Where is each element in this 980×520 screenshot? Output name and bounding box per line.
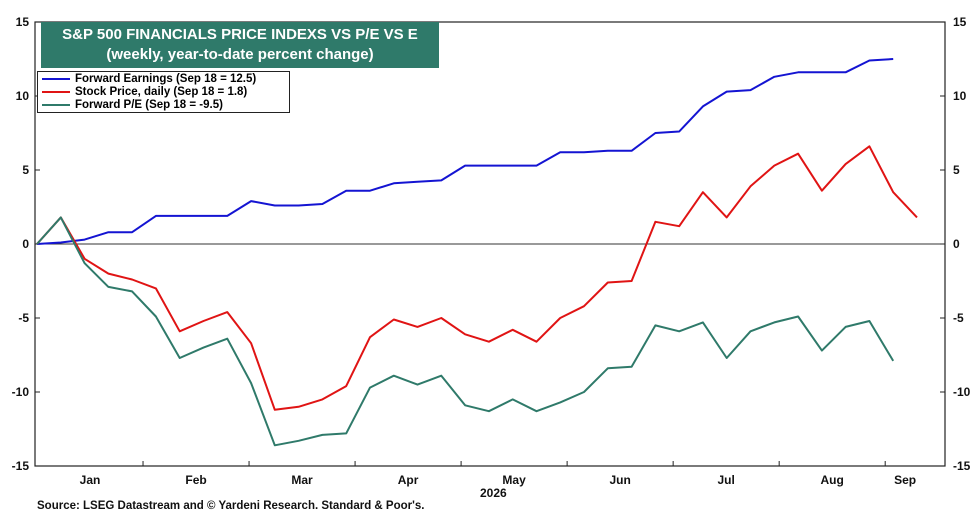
legend: Forward Earnings (Sep 18 = 12.5) Stock P…	[37, 71, 290, 113]
line-forward-earnings	[36, 58, 894, 245]
y-tick-label-right: 0	[953, 237, 960, 251]
legend-swatch-forward-pe	[42, 103, 70, 106]
y-tick-label-right: 15	[953, 15, 967, 29]
x-tick-label-jan: Jan	[80, 473, 101, 487]
x-tick-label-feb: Feb	[185, 473, 206, 487]
legend-label-forward-pe: Forward P/E (Sep 18 = -9.5)	[75, 98, 223, 111]
y-tick-label-right: -5	[953, 311, 964, 325]
y-tick-label-right: 5	[953, 163, 960, 177]
legend-item-forward-earnings: Forward Earnings (Sep 18 = 12.5)	[38, 72, 289, 85]
x-tick-label-apr: Apr	[398, 473, 419, 487]
line-stock-price	[36, 145, 918, 411]
y-tick-label-right: -15	[953, 459, 971, 473]
y-tick-label-left: 0	[22, 237, 29, 251]
x-tick-label-mar: Mar	[291, 473, 313, 487]
x-tick-label-jul: Jul	[717, 473, 734, 487]
y-tick-label-left: -15	[12, 459, 30, 473]
x-axis: Jan Feb Mar Apr May Jun Jul Aug Sep	[80, 461, 916, 487]
chart-title: S&P 500 FINANCIALS PRICE INDEXS VS P/E V…	[62, 26, 418, 43]
chart-subtitle: (weekly, year-to-date percent change)	[106, 46, 374, 63]
y-tick-label-left: -10	[12, 385, 30, 399]
legend-swatch-forward-earnings	[42, 77, 70, 80]
legend-item-stock-price: Stock Price, daily (Sep 18 = 1.8)	[38, 85, 289, 98]
y-tick-label-left: 10	[16, 89, 30, 103]
x-tick-label-may: May	[502, 473, 526, 487]
y-tick-label-left: 15	[16, 15, 30, 29]
y-tick-label-right: -10	[953, 385, 971, 399]
series-lines	[36, 58, 918, 447]
legend-item-forward-pe: Forward P/E (Sep 18 = -9.5)	[38, 98, 289, 111]
x-tick-label-sep: Sep	[894, 473, 916, 487]
x-axis-year-label: 2026	[480, 486, 507, 500]
y-tick-label-left: 5	[22, 163, 29, 177]
legend-label-forward-earnings: Forward Earnings (Sep 18 = 12.5)	[75, 72, 257, 85]
y-axis-right: 15 10 5 0 -5 -10 -15	[953, 15, 971, 473]
y-tick-label-left: -5	[18, 311, 29, 325]
x-tick-label-jun: Jun	[609, 473, 630, 487]
y-tick-label-right: 10	[953, 89, 967, 103]
chart-title-box: S&P 500 FINANCIALS PRICE INDEXS VS P/E V…	[41, 22, 439, 68]
source-note: Source: LSEG Datastream and © Yardeni Re…	[37, 500, 425, 512]
y-axis-left: 15 10 5 0 -5 -10 -15	[12, 15, 945, 473]
legend-swatch-stock-price	[42, 90, 70, 93]
legend-label-stock-price: Stock Price, daily (Sep 18 = 1.8)	[75, 85, 248, 98]
line-forward-pe	[36, 216, 895, 447]
x-tick-label-aug: Aug	[821, 473, 844, 487]
